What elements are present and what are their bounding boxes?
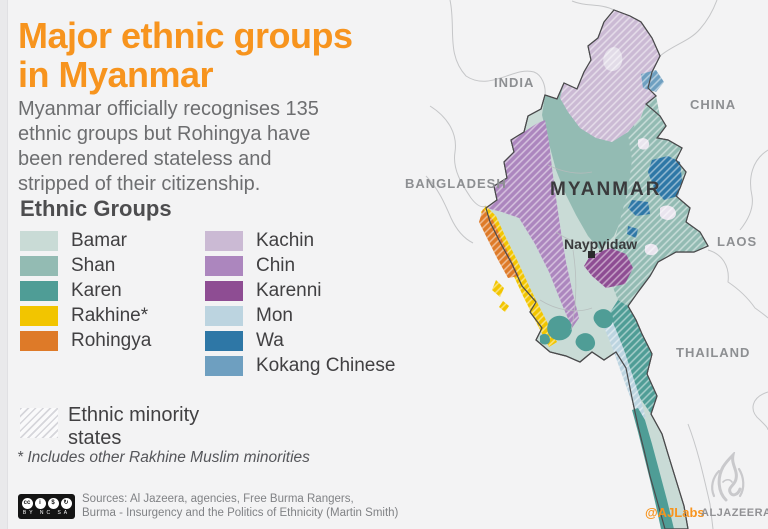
legend-item-karenni: Karenni	[205, 278, 395, 303]
cc-icons: cc i $ ↻	[21, 497, 72, 509]
swatch-mon	[205, 305, 243, 326]
legend-item-mon: Mon	[205, 303, 395, 328]
sources-line1: Sources: Al Jazeera, agencies, Free Burm…	[82, 493, 354, 505]
legend-item-chin: Chin	[205, 253, 395, 278]
map-region-karen-tail	[632, 408, 674, 529]
sources-text: Sources: Al Jazeera, agencies, Free Burm…	[82, 492, 398, 520]
legend-label: Kachin	[256, 229, 315, 251]
karen-delta-blob	[547, 315, 573, 341]
map-label-china: CHINA	[690, 97, 737, 112]
legend-item-rakhine: Rakhine*	[20, 303, 151, 328]
aljazeera-wordmark: ALJAZEERA	[701, 507, 768, 519]
legend-label: Mon	[256, 304, 293, 326]
minority-label-line1: Ethnic minority	[68, 404, 200, 426]
map-patch-rakhine-island-1-hatch	[492, 280, 504, 297]
creative-commons-badge: cc i $ ↻ BY NC SA	[18, 494, 75, 519]
legend-label: Bamar	[71, 229, 127, 251]
map-label-naypyidaw: Naypyidaw	[564, 236, 638, 252]
swatch-chin	[205, 255, 243, 276]
swatch-rohingya	[20, 330, 58, 351]
aljazeera-logo-icon	[711, 452, 745, 502]
map-region-shan-state-hatch	[610, 96, 708, 306]
minority-label-line2: states	[68, 427, 122, 449]
karen-delta-blob	[575, 333, 596, 352]
legend-heading: Ethnic Groups	[20, 196, 172, 221]
cc-icon: cc	[21, 497, 33, 509]
swatch-karenni	[205, 280, 243, 301]
swatch-kachin	[205, 230, 243, 251]
karen-delta-blob	[593, 309, 614, 329]
legend-item-rohingya: Rohingya	[20, 328, 151, 353]
map-patch-rakhine-island-2-hatch	[499, 301, 509, 312]
map-label-bangladesh: BANGLADESH	[405, 176, 507, 191]
legend-column-2: Kachin Chin Karenni Mon Wa Kokang Chines…	[205, 228, 395, 378]
map-region-chin-hatch	[486, 120, 579, 328]
legend-item-karen: Karen	[20, 278, 151, 303]
map-region-wa-2-hatch	[628, 200, 650, 216]
map-label-india: INDIA	[494, 75, 535, 90]
myanmar-outline	[485, 9, 709, 529]
map-patch-shan-light-2-hatch	[645, 243, 658, 256]
page-title-line1: Major ethnic groups	[18, 15, 353, 56]
map-region-karen-strip-hatch	[609, 300, 657, 414]
subtitle-line: been rendered stateless and	[18, 148, 272, 170]
map-label-myanmar: MYANMAR	[550, 179, 662, 200]
map-region-karenni-hatch	[584, 248, 633, 288]
legend-label: Rakhine*	[71, 304, 149, 326]
minority-states-swatch	[20, 408, 58, 438]
footnote: * Includes other Rakhine Muslim minoriti…	[17, 449, 310, 466]
map-region-kachin-hatch	[560, 10, 660, 142]
cc-sa-icon: ↻	[60, 497, 72, 509]
map-region-rohingya-hatch	[479, 209, 519, 278]
map-patch-kachin-light-hatch	[603, 47, 623, 72]
capital-marker	[588, 251, 595, 258]
swatch-rakhine	[20, 305, 58, 326]
left-edge-strip	[0, 0, 8, 529]
subtitle-line: ethnic groups but Rohingya have	[18, 123, 311, 145]
legend-item-wa: Wa	[205, 328, 395, 353]
page-title-line2: in Myanmar	[18, 54, 214, 95]
swatch-bamar	[20, 230, 58, 251]
swatch-shan	[20, 255, 58, 276]
sources-line2: Burma - Insurgency and the Politics of E…	[82, 507, 399, 519]
ajlabs-credit: @AJLabs	[645, 505, 705, 520]
map-region-wa-1-hatch	[648, 156, 682, 200]
map-region-karen-delta	[540, 309, 614, 352]
swatch-karen	[20, 280, 58, 301]
legend-label: Shan	[71, 254, 116, 276]
swatch-wa	[205, 330, 243, 351]
map-region-kokang-hatch	[641, 70, 664, 92]
cc-license-terms: BY NC SA	[22, 509, 71, 516]
map-patch-shan-light-3-hatch	[638, 138, 650, 150]
map-region-wa-3-hatch	[627, 226, 638, 238]
internal-borders	[539, 164, 599, 331]
map-label-laos: LAOS	[717, 234, 758, 249]
subtitle-line: stripped of their citizenship.	[18, 173, 261, 195]
cc-nc-icon: $	[47, 497, 59, 509]
legend-label: Wa	[256, 329, 284, 351]
legend-item-kokang-chinese: Kokang Chinese	[205, 353, 395, 378]
legend-label: Karenni	[256, 279, 322, 301]
map-patch-shan-light-1-hatch	[660, 205, 676, 220]
neighbor-borders	[425, 0, 768, 529]
legend-label: Chin	[256, 254, 296, 276]
subtitle-line: Myanmar officially recognises 135	[18, 98, 319, 120]
legend-label: Rohingya	[71, 329, 152, 351]
minority-states-label: Ethnic minority states	[68, 404, 199, 450]
legend-label: Kokang Chinese	[256, 354, 396, 376]
cc-by-icon: i	[34, 497, 46, 509]
karen-delta-blob	[540, 333, 550, 345]
legend-item-bamar: Bamar	[20, 228, 151, 253]
legend-column-1: Bamar Shan Karen Rakhine* Rohingya	[20, 228, 151, 353]
legend-item-shan: Shan	[20, 253, 151, 278]
page-title: Major ethnic groups in Myanmar	[18, 16, 353, 94]
legend-label: Karen	[71, 279, 122, 301]
swatch-kokang-chinese	[205, 355, 243, 376]
legend-item-kachin: Kachin	[205, 228, 395, 253]
map-label-thailand: THAILAND	[676, 345, 751, 360]
page-subtitle: Myanmar officially recognises 135 ethnic…	[18, 97, 319, 197]
